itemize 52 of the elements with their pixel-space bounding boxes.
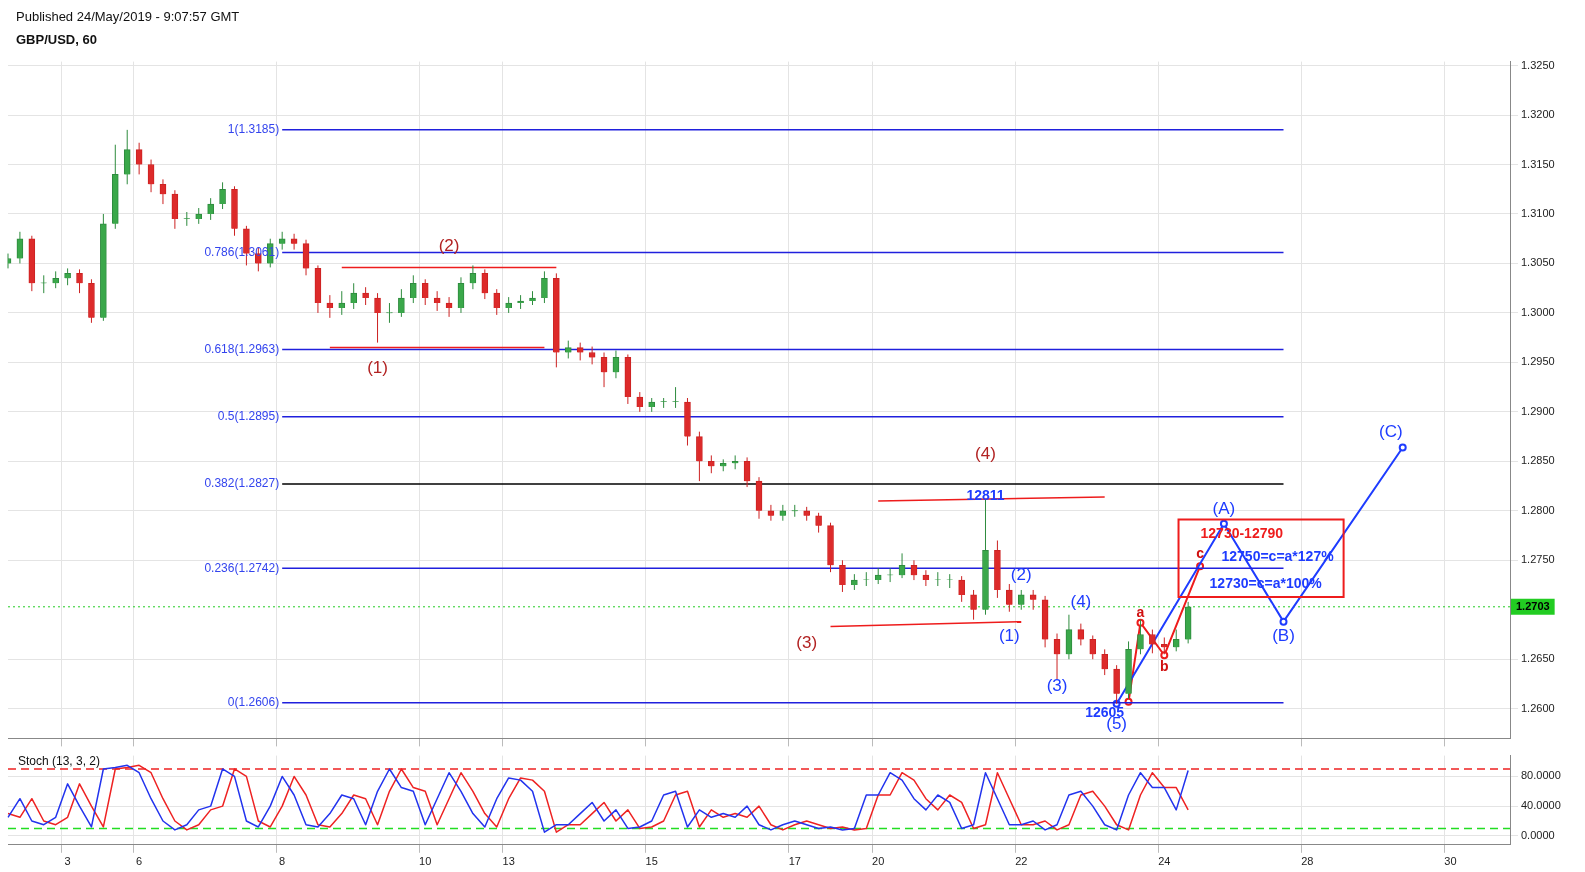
- y-tick-label: 1.2900: [1521, 404, 1555, 417]
- x-tick-label: 20: [872, 855, 885, 868]
- series-label: 0.618(1.2963): [204, 341, 280, 356]
- y-tick-label: 1.3100: [1521, 207, 1555, 220]
- y-tick-label: 80.0000: [1521, 769, 1561, 782]
- annotation: (A): [1212, 498, 1236, 518]
- x-tick-label: 28: [1301, 855, 1314, 868]
- x-tick-label: 17: [788, 855, 801, 868]
- annotation: b: [1160, 658, 1169, 675]
- annotation: (4): [975, 444, 996, 464]
- x-tick-label: 22: [1015, 855, 1028, 868]
- y-tick-label: 40.0000: [1521, 799, 1561, 812]
- annotation: (3): [1046, 675, 1068, 695]
- x-tick-label: 8: [279, 855, 286, 868]
- annotation: (C): [1378, 422, 1403, 442]
- annotation: c: [1196, 545, 1205, 562]
- annotation: (1): [998, 626, 1020, 646]
- chart-title: Stoch (13, 3, 2): [18, 754, 101, 768]
- y-tick-label: 1.2850: [1521, 454, 1555, 467]
- annotation: a: [1136, 603, 1145, 620]
- y-tick-label: 1.3200: [1521, 108, 1555, 121]
- annotation: (4): [1070, 591, 1092, 611]
- y-tick-label: 1.2750: [1521, 553, 1555, 566]
- x-tick-label: 24: [1158, 855, 1171, 868]
- ref-line-label: 1.2703: [1516, 599, 1550, 612]
- y-tick-label: 1.2950: [1521, 355, 1555, 368]
- annotation: (1): [367, 358, 388, 378]
- x-tick-label: 10: [419, 855, 432, 868]
- x-tick-label: 13: [502, 855, 515, 868]
- chart-title: GBP/USD, 60: [16, 32, 97, 47]
- annotation: (B): [1272, 626, 1295, 646]
- y-tick-label: 1.2650: [1521, 652, 1555, 665]
- x-tick-label: 15: [645, 855, 658, 868]
- annotation: (2): [1010, 564, 1032, 584]
- x-tick-label: 6: [136, 855, 143, 868]
- annotation: (3): [796, 633, 818, 653]
- x-tick-label: 30: [1444, 855, 1457, 868]
- series-label: 1(1.3185): [227, 122, 280, 137]
- chart-subtitle: Published 24/May/2019 - 9:07:57 GMT: [16, 9, 240, 24]
- series-label: 0.382(1.2827): [204, 476, 280, 491]
- y-tick-label: 1.3000: [1521, 305, 1555, 318]
- annotation: (2): [438, 236, 460, 256]
- y-tick-label: 1.3050: [1521, 256, 1555, 269]
- series-label: 0(1.2606): [227, 695, 280, 710]
- y-tick-label: 1.2800: [1521, 503, 1555, 516]
- series-label: 0.236(1.2742): [204, 560, 280, 575]
- y-tick-label: 1.3150: [1521, 157, 1555, 170]
- x-tick-label: 3: [64, 855, 71, 868]
- y-tick-label: 1.3250: [1521, 58, 1555, 71]
- series-label: 0.5(1.2895): [217, 409, 280, 424]
- y-tick-label: 0.0000: [1521, 828, 1555, 841]
- y-tick-label: 1.2600: [1521, 701, 1555, 714]
